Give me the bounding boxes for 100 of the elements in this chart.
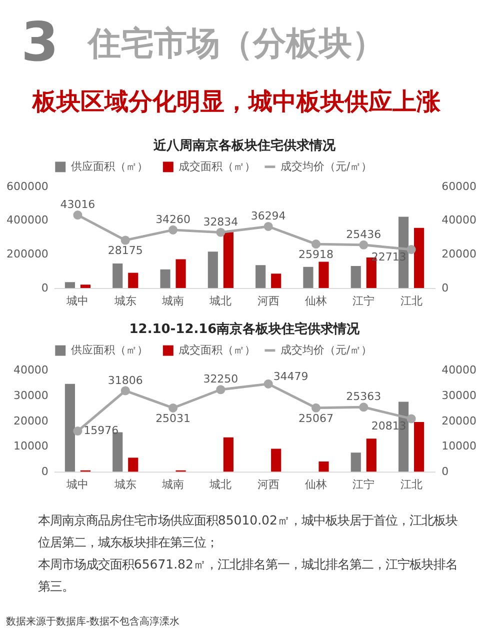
- text: 3: [21, 10, 59, 74]
- point: [264, 379, 273, 388]
- bar: [223, 232, 234, 288]
- bar: [414, 422, 424, 472]
- data-label: 25918: [298, 248, 334, 262]
- data-label: 32834: [203, 215, 238, 228]
- point: [168, 403, 178, 413]
- data-label: 31806: [108, 374, 143, 387]
- point: [216, 228, 226, 237]
- y2-tick-label: 60000: [442, 180, 477, 193]
- y-tick-label: 40000: [13, 363, 48, 376]
- bar: [128, 458, 138, 472]
- data-label: 36294: [250, 210, 286, 222]
- y2-tick-label: 20000: [442, 414, 477, 428]
- y-tick-label: 600000: [6, 180, 48, 193]
- text: 住宅市场（分板块）: [86, 24, 385, 63]
- point: [359, 240, 368, 250]
- data-label: 25436: [346, 228, 382, 241]
- data-label: 25067: [298, 412, 334, 425]
- y-tick-label: 30000: [13, 388, 48, 402]
- point: [216, 385, 226, 394]
- bar: [64, 384, 75, 472]
- y2-tick-label: 40000: [442, 363, 477, 376]
- bar: [366, 438, 376, 472]
- bar: [160, 269, 170, 288]
- bar: [303, 266, 314, 288]
- point: [73, 426, 82, 436]
- bar: [271, 274, 282, 288]
- x-tick-label: 城中: [66, 294, 89, 308]
- bar: [256, 265, 266, 288]
- x-tick-label: 江宁: [352, 478, 375, 492]
- x-tick-label: 仙林: [304, 294, 327, 308]
- data-label: 25363: [346, 390, 382, 404]
- y-tick-label: 0: [41, 282, 48, 295]
- x-tick-label: 城北: [208, 294, 232, 308]
- x-tick-label: 江北: [400, 478, 422, 492]
- x-tick-label: 城南: [161, 478, 184, 492]
- point: [311, 240, 321, 249]
- data-label: 34260: [156, 212, 190, 226]
- legend-label: 成交面积（㎡）: [178, 344, 256, 357]
- y2-tick-label: 10000: [442, 440, 477, 453]
- x-tick-label: 城东: [113, 294, 136, 308]
- text: 板块区域分化明显，城中板块供应上涨: [32, 87, 442, 116]
- data-label: 25031: [156, 412, 190, 425]
- text: 本周市场成交面积65671.82㎡，江北排名第一，城北排名第二，江宁板块排名第三。: [38, 556, 458, 594]
- data-label: 34479: [273, 370, 308, 383]
- bar: [350, 266, 361, 288]
- y-tick-label: 10000: [13, 440, 48, 453]
- chart-title: 12.10-12.16南京各板块住宅供求情况: [129, 320, 361, 337]
- legend-label: 供应面积（㎡）: [70, 344, 148, 357]
- point: [359, 402, 368, 412]
- legend-label: 成交面积（㎡）: [178, 160, 256, 173]
- x-tick-label: 城北: [208, 478, 232, 492]
- point: [73, 210, 82, 220]
- point: [120, 236, 130, 245]
- text: 本周南京商品房住宅市场供应面积85010.02㎡，城中板块居于首位，江北板块位居第二，城东板块排在第三位；: [38, 512, 458, 550]
- y2-tick-label: 30000: [442, 388, 477, 402]
- y2-tick-label: 20000: [442, 248, 477, 261]
- y-tick-label: 20000: [13, 414, 48, 428]
- data-label: 43016: [60, 198, 96, 212]
- y-tick-label: 200000: [6, 248, 48, 261]
- point: [406, 245, 416, 254]
- y-tick-label: 400000: [6, 214, 48, 227]
- point: [311, 403, 321, 412]
- bar: [208, 252, 218, 288]
- data-label: 15976: [84, 424, 119, 438]
- point: [120, 386, 130, 396]
- bar: [64, 282, 75, 288]
- bar: [318, 462, 329, 472]
- bar: [318, 262, 329, 288]
- data-label: 28175: [108, 244, 143, 258]
- point: [406, 414, 416, 424]
- bar: [80, 284, 91, 288]
- bar: [223, 437, 234, 472]
- bar: [128, 272, 138, 288]
- x-tick-label: 河西: [257, 294, 280, 308]
- x-tick-label: 江北: [400, 294, 422, 308]
- bar: [350, 452, 361, 472]
- bar: [112, 263, 123, 288]
- x-tick-label: 城东: [113, 478, 136, 492]
- x-tick-label: 城南: [161, 294, 184, 308]
- y-tick-label: 0: [41, 465, 48, 478]
- y2-tick-label: 40000: [442, 214, 477, 227]
- point: [168, 225, 178, 234]
- data-label: 32250: [203, 372, 238, 386]
- legend-label: 成交均价（元/㎡）: [280, 343, 372, 356]
- y2-tick-label: 0: [442, 282, 449, 295]
- y2-tick-label: 0: [442, 465, 449, 478]
- x-tick-label: 江宁: [352, 294, 375, 308]
- point: [264, 222, 273, 232]
- bar: [271, 448, 282, 472]
- chart-title: 近八周南京各板块住宅供求情况: [152, 137, 336, 154]
- x-tick-label: 城中: [66, 478, 89, 492]
- x-tick-label: 仙林: [304, 478, 327, 492]
- text: 数据来源于数据库-数据不包含高淳溧水: [6, 615, 180, 628]
- bar: [176, 259, 186, 288]
- legend-label: 供应面积（㎡）: [70, 160, 148, 173]
- x-tick-label: 河西: [257, 478, 280, 492]
- bar: [414, 228, 424, 288]
- legend-label: 成交均价（元/㎡）: [280, 160, 372, 173]
